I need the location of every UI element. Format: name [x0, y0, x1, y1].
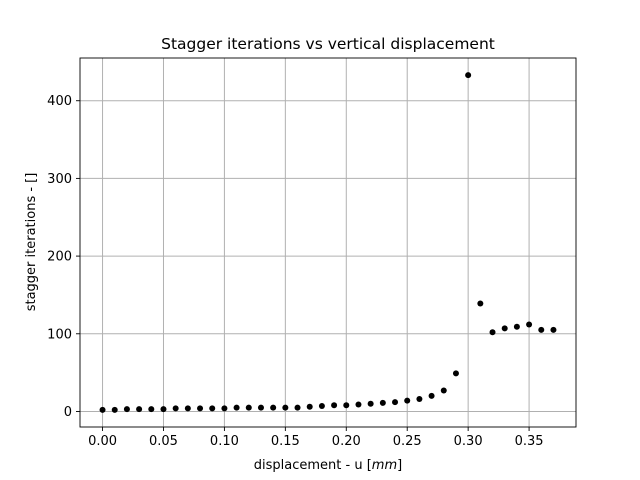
data-point [270, 404, 277, 411]
x-tick-label: 0.00 [88, 434, 117, 449]
data-point [245, 404, 252, 411]
data-point [343, 402, 350, 409]
x-tick-label: 0.20 [332, 434, 361, 449]
data-point [501, 325, 508, 332]
y-tick-label: 400 [47, 94, 72, 109]
data-point [136, 406, 143, 413]
data-point [404, 397, 411, 404]
y-axis-ticks: 0 100 200 300 400 [47, 94, 80, 420]
x-tick-label: 0.10 [210, 434, 239, 449]
data-point [526, 321, 533, 328]
data-point [148, 406, 155, 413]
x-tick-label: 0.35 [515, 434, 544, 449]
data-point [465, 72, 472, 79]
x-tick-label: 0.15 [271, 434, 300, 449]
data-point [318, 403, 325, 410]
y-axis-label: stagger iterations - [] [24, 173, 39, 312]
data-point [550, 326, 557, 333]
x-axis-label-suffix: ] [397, 458, 402, 473]
data-point [123, 406, 130, 413]
data-point [452, 370, 459, 377]
x-axis-label: displacement - u [mm] [254, 458, 402, 473]
data-point [379, 399, 386, 406]
data-point [233, 404, 240, 411]
data-point [172, 405, 179, 412]
data-points [99, 72, 557, 413]
data-point [197, 405, 204, 412]
x-tick-label: 0.30 [454, 434, 483, 449]
y-tick-label: 300 [47, 172, 72, 187]
y-tick-label: 0 [64, 405, 72, 420]
data-point [428, 392, 435, 399]
data-point [160, 406, 167, 413]
x-tick-label: 0.05 [149, 434, 178, 449]
data-point [367, 400, 374, 407]
data-point [257, 404, 264, 411]
x-axis-label-unit: mm [372, 458, 397, 473]
data-point [221, 405, 228, 412]
data-point [538, 326, 545, 333]
data-point [184, 405, 191, 412]
plot-frame [79, 57, 577, 428]
data-point [355, 401, 362, 408]
y-tick-label: 200 [47, 250, 72, 265]
data-point [111, 406, 118, 413]
chart-title: Stagger iterations vs vertical displacem… [161, 35, 495, 53]
data-point [440, 387, 447, 394]
data-point [477, 300, 484, 307]
x-axis-label-prefix: displacement - u [ [254, 458, 372, 473]
data-point [282, 404, 289, 411]
data-point [489, 329, 496, 336]
data-point [331, 402, 338, 409]
data-point [294, 404, 301, 411]
data-point [306, 403, 313, 410]
data-point [392, 399, 399, 406]
data-point [513, 323, 520, 330]
data-point [209, 405, 216, 412]
x-axis-ticks: 0.00 0.05 0.10 0.15 0.20 0.25 0.30 0.35 [88, 427, 544, 449]
data-point [416, 396, 423, 403]
y-tick-label: 100 [47, 327, 72, 342]
data-point [99, 406, 106, 413]
x-tick-label: 0.25 [393, 434, 422, 449]
